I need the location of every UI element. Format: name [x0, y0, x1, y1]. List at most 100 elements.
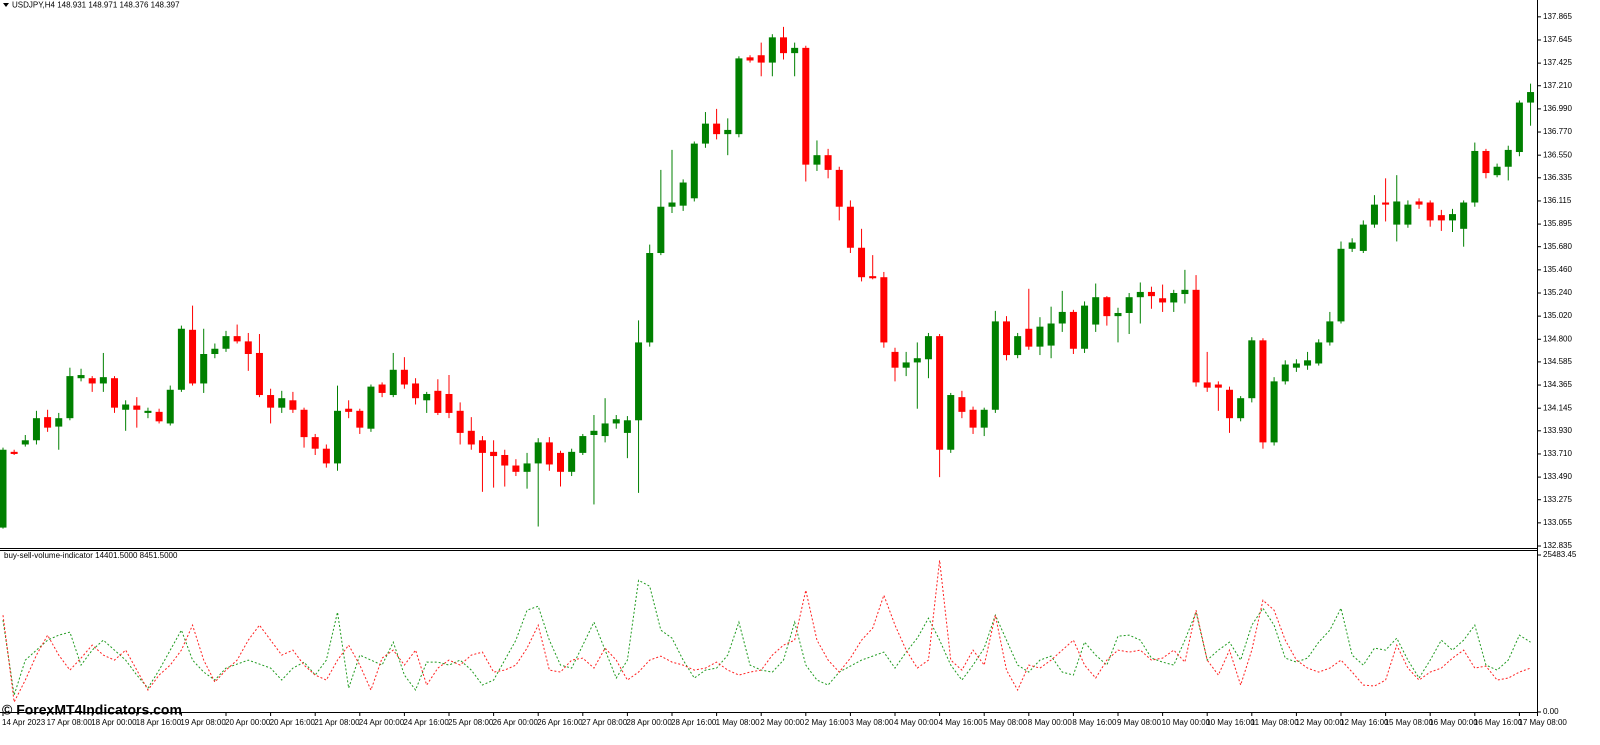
- candle-body: [322, 448, 330, 464]
- candle-body: [289, 400, 297, 410]
- candle-body: [1337, 248, 1345, 322]
- candle-body: [166, 389, 174, 424]
- candle-body: [456, 410, 464, 433]
- candle-body: [99, 377, 107, 384]
- candle-body: [668, 202, 676, 207]
- x-tick-label: 17 May 08:00: [1518, 718, 1567, 727]
- y-tick-label: 133.710: [1543, 449, 1572, 458]
- candle-body: [902, 362, 910, 368]
- candle-body: [311, 437, 319, 449]
- candle-body: [278, 398, 286, 408]
- candle-body: [211, 348, 219, 355]
- y-tick-label: 134.365: [1543, 380, 1572, 389]
- y-tick-label: 0.00: [1543, 707, 1559, 716]
- candle-body: [1103, 297, 1111, 317]
- candle-body: [991, 321, 999, 410]
- x-tick-label: 15 May 08:00: [1385, 718, 1434, 727]
- y-tick-label: 133.930: [1543, 426, 1572, 435]
- x-tick-label: 2 May 00:00: [760, 718, 805, 727]
- candle-body: [423, 393, 431, 401]
- candle-body: [768, 37, 776, 63]
- x-tick-label: 8 May 00:00: [1028, 718, 1073, 727]
- candle-body: [913, 358, 921, 363]
- x-tick-label: 5 May 08:00: [983, 718, 1028, 727]
- x-tick-label: 18 Apr 16:00: [136, 718, 182, 727]
- candle-body: [1192, 289, 1200, 383]
- candle-body: [1304, 360, 1312, 366]
- x-tick-label: 16 May 00:00: [1429, 718, 1478, 727]
- candle-body: [55, 418, 63, 427]
- candle-body: [1315, 342, 1323, 364]
- candle-body: [590, 430, 598, 436]
- candle-body: [1460, 202, 1468, 229]
- candle-body: [1214, 384, 1222, 388]
- candle-body: [1326, 321, 1334, 343]
- x-tick-label: 20 Apr 00:00: [225, 718, 271, 727]
- x-tick-label: 16 May 16:00: [1474, 718, 1523, 727]
- candle-body: [88, 378, 96, 384]
- candle-body: [690, 143, 698, 199]
- candle-body: [434, 390, 442, 413]
- candle-body: [267, 395, 275, 408]
- y-tick-label: 135.680: [1543, 242, 1572, 251]
- x-tick-label: 26 Apr 16:00: [537, 718, 583, 727]
- candle-body: [21, 440, 29, 445]
- candle-body: [1370, 204, 1378, 225]
- candle-body: [501, 455, 509, 466]
- candle-body: [1036, 326, 1044, 347]
- candle-body: [1170, 292, 1178, 303]
- candle-body: [66, 376, 74, 419]
- x-tick-label: 14 Apr 2023: [2, 718, 46, 727]
- x-tick-label: 20 Apr 16:00: [270, 718, 316, 727]
- x-tick-label: 10 May 00:00: [1162, 718, 1211, 727]
- candle-body: [1348, 242, 1356, 249]
- candle-body: [0, 449, 7, 528]
- candle-body: [1426, 202, 1434, 221]
- candle-body: [1047, 323, 1055, 346]
- candle-body: [1025, 328, 1033, 347]
- y-tick-label: 135.240: [1543, 288, 1572, 297]
- x-tick-label: 11 May 08:00: [1251, 718, 1299, 727]
- candle-body: [412, 383, 420, 399]
- candle-body: [813, 155, 821, 165]
- candle-body: [177, 328, 185, 390]
- candle-body: [746, 57, 754, 61]
- candle-body: [1125, 297, 1133, 313]
- candle-body: [300, 409, 308, 438]
- candle-body: [534, 442, 542, 464]
- candle-body: [802, 47, 810, 165]
- y-tick-label: 135.460: [1543, 265, 1572, 274]
- candle-body: [780, 37, 787, 54]
- y-tick-label: 133.490: [1543, 472, 1572, 481]
- candle-body: [367, 386, 375, 429]
- y-tick-label: 136.335: [1543, 173, 1572, 182]
- candle-body: [334, 410, 341, 464]
- candle-body: [111, 378, 118, 408]
- candle-body: [122, 404, 130, 410]
- y-tick-label: 132.835: [1543, 541, 1572, 550]
- candle-body: [735, 58, 743, 135]
- candle-body: [1259, 340, 1267, 443]
- candle-body: [858, 247, 866, 278]
- candle-body: [255, 352, 263, 396]
- candle-body: [389, 369, 397, 396]
- candle-body: [445, 393, 453, 413]
- candle-body: [523, 463, 531, 472]
- candle-body: [545, 442, 553, 465]
- candle-body: [400, 369, 408, 385]
- candle-body: [222, 336, 230, 349]
- candle-body: [1181, 289, 1189, 295]
- candle-body: [1482, 150, 1490, 174]
- y-tick-label: 136.990: [1543, 104, 1572, 113]
- candle-body: [791, 47, 799, 54]
- x-tick-label: 4 May 16:00: [939, 718, 984, 727]
- candle-body: [713, 123, 721, 135]
- y-tick-label: 134.800: [1543, 334, 1572, 343]
- x-tick-label: 28 Apr 00:00: [626, 718, 672, 727]
- y-tick-label: 135.895: [1543, 219, 1572, 228]
- candle-body: [77, 375, 85, 379]
- candle-body: [623, 420, 631, 433]
- x-tick-label: 19 Apr 08:00: [180, 718, 226, 727]
- y-tick-label: 134.145: [1543, 403, 1572, 412]
- candle-body: [32, 418, 40, 441]
